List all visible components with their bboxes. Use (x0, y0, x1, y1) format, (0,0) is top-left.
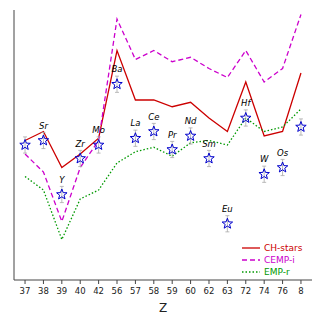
series-line (25, 109, 301, 240)
x-tick (300, 280, 301, 284)
legend-label: CH-stars (264, 243, 303, 253)
annotation: Hf (241, 98, 252, 108)
x-tick-label: 58 (148, 286, 159, 296)
annotation: W (260, 154, 269, 164)
x-tick-label: 39 (56, 286, 67, 296)
series-line (25, 15, 301, 222)
legend-swatch (242, 271, 260, 272)
x-tick-label: 42 (93, 286, 104, 296)
star-point (259, 169, 269, 179)
x-tick-label: 74 (259, 286, 270, 296)
legend-label: EMP-r (264, 267, 290, 277)
legend-swatch (242, 259, 260, 260)
x-axis (14, 280, 312, 281)
star-point (130, 133, 140, 143)
x-tick (190, 280, 191, 284)
x-tick-label: 59 (167, 286, 178, 296)
legend: CH-stars CEMP-i EMP-r (242, 243, 303, 277)
star-point (149, 126, 159, 136)
star-point (296, 122, 306, 132)
x-tick (43, 280, 44, 284)
annotation: Y (59, 175, 65, 185)
x-tick (98, 280, 99, 284)
star-point (112, 79, 122, 89)
chart: 37 38 39 40 42 56 57 58 59 60 62 63 72 74 76 8 Z Sr Y Zr Mo B… (0, 0, 320, 320)
legend-swatch (242, 247, 260, 248)
x-tick (135, 280, 136, 284)
star-point (204, 153, 214, 163)
annotation: Eu (222, 204, 233, 214)
star-point (20, 140, 30, 150)
star-point (75, 153, 85, 163)
y-axis (14, 10, 15, 280)
x-tick (25, 280, 26, 284)
x-tick-label: 76 (277, 286, 288, 296)
star-point (38, 135, 48, 145)
x-tick (61, 280, 62, 284)
annotation: Pr (168, 130, 177, 140)
star-point (93, 140, 103, 150)
x-tick-label: 57 (130, 286, 141, 296)
plot-area (20, 15, 306, 240)
x-tick-label: 63 (222, 286, 233, 296)
star-point (167, 144, 177, 154)
x-tick-label: 37 (20, 286, 31, 296)
annotation: Zr (75, 139, 86, 149)
x-tick (264, 280, 265, 284)
annotation: Os (277, 148, 289, 158)
star-point (185, 131, 195, 141)
x-axis-label: Z (159, 301, 167, 315)
star-point (241, 113, 251, 123)
x-tick-label: 38 (38, 286, 49, 296)
annotation: Nd (185, 116, 197, 126)
x-tick-label: 62 (204, 286, 215, 296)
x-tick-label: 60 (185, 286, 196, 296)
x-tick-label: 8 (298, 286, 303, 296)
star-point (277, 162, 287, 172)
annotation: Ce (148, 112, 159, 122)
x-tick (208, 280, 209, 284)
x-tick (227, 280, 228, 284)
annotation: Sm (202, 139, 216, 149)
x-tick (282, 280, 283, 284)
series-line (25, 51, 301, 168)
x-tick-label: 40 (75, 286, 86, 296)
x-tick-label: 72 (240, 286, 251, 296)
legend-label: CEMP-i (264, 255, 295, 265)
x-tick (153, 280, 154, 284)
x-tick (80, 280, 81, 284)
x-tick (245, 280, 246, 284)
annotation: Mo (92, 125, 105, 135)
star-point (222, 218, 232, 228)
x-tick (172, 280, 173, 284)
star-point (57, 189, 67, 199)
x-tick (117, 280, 118, 284)
annotation: La (130, 118, 140, 128)
annotation: Ba (111, 64, 122, 74)
annotation: Sr (39, 121, 48, 131)
x-tick-label: 56 (112, 286, 123, 296)
